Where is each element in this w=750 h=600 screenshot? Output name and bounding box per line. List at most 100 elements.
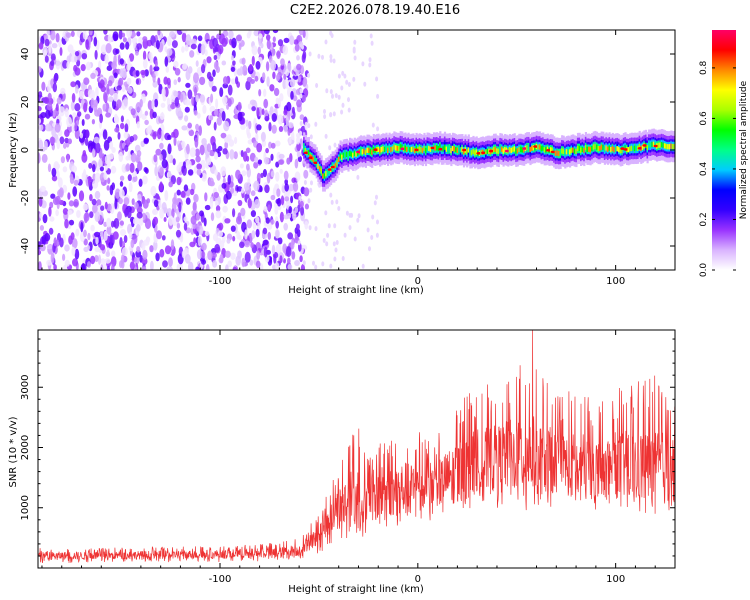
heatmap-cell (129, 261, 135, 270)
heatmap-cell (241, 187, 245, 194)
heatmap-cell (275, 262, 280, 270)
heatmap-cell (629, 146, 632, 152)
heatmap-cell (171, 131, 176, 138)
heatmap-cell (264, 156, 270, 165)
heatmap-cell (474, 150, 477, 156)
heatmap-cell (251, 230, 256, 239)
heatmap-cell (70, 30, 75, 37)
heatmap-cell (272, 71, 276, 80)
heatmap-cell (187, 122, 192, 129)
heatmap-cell (71, 238, 78, 249)
heatmap-cell (123, 197, 130, 206)
heatmap-cell (349, 150, 352, 156)
heatmap-cell (580, 147, 583, 153)
heatmap-cell (270, 170, 275, 178)
heatmap-cell (504, 147, 507, 153)
heatmap-cell (232, 235, 236, 242)
heatmap-cell (527, 145, 530, 151)
heatmap-cell (125, 155, 130, 161)
heatmap-cell (183, 216, 188, 222)
heatmap-cell (94, 49, 98, 60)
heatmap-cell (89, 194, 93, 202)
heatmap-cell (264, 115, 270, 122)
heatmap-cell (245, 147, 251, 154)
heatmap-cell (193, 72, 199, 84)
heatmap-cell (283, 170, 289, 181)
heatmap-cell (263, 205, 268, 212)
heatmap-cell (195, 94, 199, 103)
heatmap-cell (318, 166, 322, 172)
heatmap-cell (69, 176, 75, 184)
heatmap-cell (135, 50, 139, 56)
heatmap-cell (294, 206, 299, 213)
heatmap-cell (233, 190, 238, 197)
heatmap-cell (239, 163, 244, 169)
heatmap-cell (113, 218, 120, 229)
heatmap-cell (80, 64, 86, 72)
heatmap-cell (329, 112, 333, 118)
heatmap-cell (632, 145, 635, 152)
heatmap-cell (177, 110, 184, 121)
heatmap-cell (38, 106, 42, 112)
heatmap-cell (225, 190, 232, 200)
heatmap-cell (183, 222, 188, 231)
heatmap-cell (71, 124, 75, 134)
heatmap-cell (298, 30, 304, 36)
heatmap-cell (206, 143, 211, 153)
heatmap-cell (230, 78, 237, 85)
y-tick-label: -40 (20, 238, 31, 254)
heatmap-cell (258, 33, 263, 39)
heatmap-cell (184, 115, 189, 122)
spectrogram-xlabel: Height of straight line (km) (288, 285, 424, 296)
heatmap-cell (361, 149, 364, 155)
heatmap-cell (360, 148, 363, 154)
heatmap-cell (185, 82, 191, 88)
heatmap-cell (214, 169, 218, 176)
heatmap-cell (296, 63, 302, 71)
heatmap-cell (159, 181, 164, 192)
heatmap-cell (353, 236, 357, 242)
heatmap-cell (588, 146, 591, 152)
heatmap-cell (290, 239, 295, 250)
heatmap-cell (223, 120, 230, 132)
heatmap-cell (282, 45, 289, 55)
heatmap-cell (288, 137, 292, 146)
heatmap-cell (159, 142, 164, 150)
heatmap-cell (185, 159, 192, 170)
heatmap-cell (605, 145, 608, 151)
heatmap-cell (235, 255, 241, 266)
heatmap-cell (212, 233, 219, 242)
heatmap-cell (172, 158, 176, 166)
heatmap-cell (106, 65, 113, 71)
heatmap-cell (111, 263, 115, 270)
heatmap-cell (251, 45, 258, 56)
heatmap-cell (109, 87, 114, 96)
heatmap-cell (212, 260, 218, 268)
heatmap-cell (564, 150, 567, 156)
heatmap-cell (183, 184, 189, 192)
heatmap-cell (456, 147, 459, 153)
heatmap-cell (304, 148, 307, 154)
heatmap-cell (350, 212, 354, 218)
heatmap-cell (364, 149, 367, 155)
heatmap-cell (148, 51, 153, 60)
heatmap-cell (273, 254, 277, 264)
heatmap-cell (279, 168, 283, 174)
heatmap-cell (668, 144, 671, 150)
heatmap-cell (190, 38, 197, 45)
heatmap-cell (290, 90, 294, 100)
heatmap-cell (159, 166, 164, 176)
heatmap-cell (518, 146, 521, 153)
heatmap-cell (196, 223, 200, 232)
heatmap-cell (195, 155, 201, 163)
heatmap-cell (646, 145, 649, 151)
y-tick-label: 20 (20, 96, 31, 109)
heatmap-cell (236, 231, 241, 240)
heatmap-cell (173, 90, 179, 97)
heatmap-cell (155, 252, 160, 262)
heatmap-cell (94, 255, 99, 262)
heatmap-cell (304, 121, 308, 131)
heatmap-cell (103, 139, 110, 151)
heatmap-cell (313, 161, 319, 165)
